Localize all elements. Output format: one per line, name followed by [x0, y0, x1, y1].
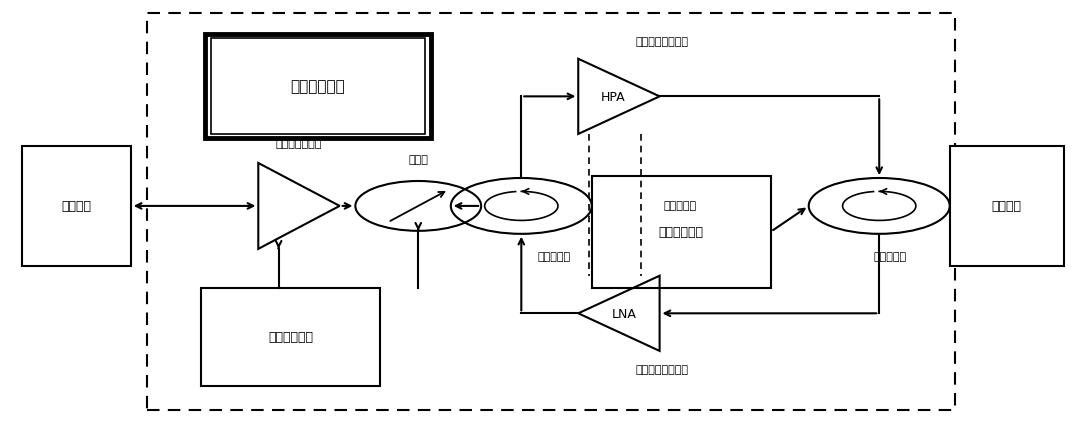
FancyBboxPatch shape: [201, 288, 380, 387]
Text: 环流器开关: 环流器开关: [538, 252, 570, 261]
Text: 可变增益放大器: 可变增益放大器: [276, 138, 323, 148]
FancyBboxPatch shape: [592, 176, 771, 288]
FancyBboxPatch shape: [950, 147, 1063, 267]
FancyBboxPatch shape: [211, 38, 425, 135]
Text: 功率调节电路: 功率调节电路: [291, 79, 345, 94]
Text: 低噪声接收放大器: 低噪声接收放大器: [635, 364, 689, 374]
Text: 校准反馈电路: 校准反馈电路: [659, 226, 704, 239]
Text: HPA: HPA: [602, 91, 626, 104]
Text: 环流器开关: 环流器开关: [873, 252, 907, 261]
FancyBboxPatch shape: [23, 147, 130, 267]
Text: LNA: LNA: [611, 307, 636, 320]
Text: 雷达电路: 雷达电路: [62, 200, 91, 213]
FancyBboxPatch shape: [204, 35, 431, 139]
Text: 控制逻辑电路: 控制逻辑电路: [268, 331, 314, 344]
Text: 高功率发射放大器: 高功率发射放大器: [635, 37, 689, 47]
Text: 移相器: 移相器: [408, 154, 428, 164]
Text: 定向耦合器: 定向耦合器: [664, 200, 696, 210]
Text: 天线阵元: 天线阵元: [992, 200, 1022, 213]
